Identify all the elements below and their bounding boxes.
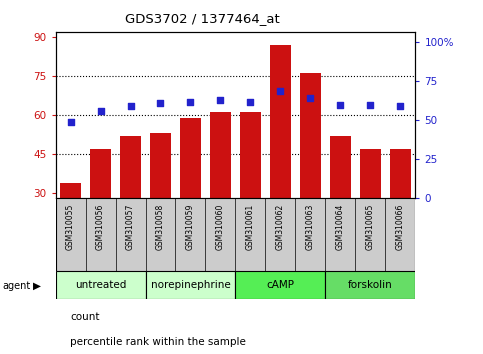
Text: agent: agent: [2, 281, 30, 291]
Bar: [390, 149, 411, 198]
Text: count: count: [70, 312, 99, 322]
Bar: [300, 74, 321, 198]
Bar: [360, 149, 381, 198]
Text: norepinephrine: norepinephrine: [151, 280, 230, 290]
Text: GSM310057: GSM310057: [126, 204, 135, 250]
Point: [127, 103, 134, 109]
Bar: [145, 272, 236, 298]
Text: GSM310064: GSM310064: [336, 204, 345, 250]
Text: GSM310058: GSM310058: [156, 204, 165, 250]
Bar: [330, 136, 351, 198]
Point: [307, 96, 314, 101]
Point: [156, 100, 164, 106]
Bar: [150, 133, 171, 198]
Bar: [240, 113, 261, 198]
Bar: [120, 136, 141, 198]
Point: [67, 119, 74, 125]
Bar: [60, 183, 81, 198]
Text: GDS3702 / 1377464_at: GDS3702 / 1377464_at: [126, 12, 280, 25]
Point: [247, 99, 255, 104]
Bar: [56, 272, 145, 298]
Text: GSM310055: GSM310055: [66, 204, 75, 250]
Point: [97, 108, 104, 114]
Bar: [270, 45, 291, 198]
Point: [216, 97, 224, 103]
Text: untreated: untreated: [75, 280, 126, 290]
Bar: [180, 118, 201, 198]
Text: GSM310059: GSM310059: [186, 204, 195, 250]
Text: ▶: ▶: [33, 281, 41, 291]
Bar: [90, 149, 111, 198]
Bar: [326, 272, 415, 298]
Point: [367, 102, 374, 108]
Point: [186, 99, 194, 104]
Text: percentile rank within the sample: percentile rank within the sample: [70, 337, 246, 347]
Text: GSM310062: GSM310062: [276, 204, 285, 250]
Text: GSM310060: GSM310060: [216, 204, 225, 250]
Bar: [236, 272, 326, 298]
Text: GSM310056: GSM310056: [96, 204, 105, 250]
Text: GSM310063: GSM310063: [306, 204, 315, 250]
Point: [277, 88, 284, 93]
Point: [337, 102, 344, 108]
Text: forskolin: forskolin: [348, 280, 393, 290]
Text: cAMP: cAMP: [267, 280, 295, 290]
Text: GSM310065: GSM310065: [366, 204, 375, 250]
Text: GSM310066: GSM310066: [396, 204, 405, 250]
Text: GSM310061: GSM310061: [246, 204, 255, 250]
Bar: [210, 113, 231, 198]
Point: [397, 103, 404, 109]
